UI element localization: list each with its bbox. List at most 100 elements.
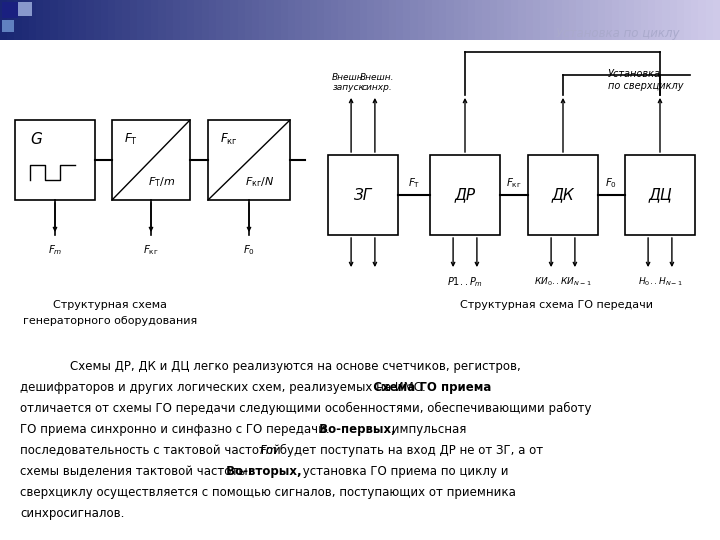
Bar <box>187 0 195 40</box>
Bar <box>454 0 462 40</box>
Bar <box>324 0 332 40</box>
Bar <box>338 0 346 40</box>
Bar <box>288 0 296 40</box>
Bar <box>526 0 534 40</box>
Bar <box>310 0 318 40</box>
Bar <box>576 0 584 40</box>
Bar <box>252 0 260 40</box>
Text: Установка
по сверхциклу: Установка по сверхциклу <box>608 69 683 91</box>
Text: последовательность с тактовой частотой: последовательность с тактовой частотой <box>20 444 284 457</box>
Bar <box>86 0 94 40</box>
Text: Структурная схема: Структурная схема <box>53 300 167 310</box>
Bar <box>112 120 190 200</box>
Bar <box>302 0 310 40</box>
Text: $F_{\rm T}$: $F_{\rm T}$ <box>124 132 138 147</box>
Text: ГО приема синхронно и синфазно с ГО передачи.: ГО приема синхронно и синфазно с ГО пере… <box>20 423 330 436</box>
Text: $F_0$: $F_0$ <box>243 243 255 257</box>
Bar <box>209 0 217 40</box>
Bar <box>691 0 699 40</box>
Bar <box>605 0 613 40</box>
Bar <box>79 0 87 40</box>
Text: $F_{\rm кг}$: $F_{\rm кг}$ <box>506 176 522 190</box>
Bar <box>634 0 642 40</box>
Text: Установка по циклу: Установка по циклу <box>557 26 680 39</box>
Bar <box>115 0 123 40</box>
Text: $F_{\rm T}$: $F_{\rm T}$ <box>408 176 420 190</box>
Text: $H_0..H_{N-1}$: $H_0..H_{N-1}$ <box>637 275 683 287</box>
Bar <box>389 0 397 40</box>
Text: ДР: ДР <box>454 187 476 202</box>
Bar <box>374 0 382 40</box>
Bar <box>29 0 37 40</box>
Bar <box>72 0 80 40</box>
Text: Внешн.
синхр.: Внешн. синхр. <box>360 72 394 92</box>
Bar <box>612 0 620 40</box>
Text: Схемы ДР, ДК и ДЦ легко реализуются на основе счетчиков, регистров,: Схемы ДР, ДК и ДЦ легко реализуются на о… <box>55 360 521 373</box>
Bar <box>295 0 303 40</box>
Bar <box>430 155 500 235</box>
Bar <box>230 0 238 40</box>
Bar <box>65 0 73 40</box>
Text: $F_{\rm кг}$: $F_{\rm кг}$ <box>220 132 238 147</box>
Bar <box>619 0 627 40</box>
Bar <box>461 0 469 40</box>
Bar <box>569 0 577 40</box>
Bar <box>698 0 706 40</box>
Text: $F_m$: $F_m$ <box>48 243 62 257</box>
Bar <box>151 0 159 40</box>
Text: генераторного оборудования: генераторного оборудования <box>23 316 197 326</box>
Bar <box>432 0 440 40</box>
Bar <box>58 0 66 40</box>
Bar <box>194 0 202 40</box>
Bar <box>482 0 490 40</box>
Bar <box>528 155 598 235</box>
Text: отличается от схемы ГО передачи следующими особенностями, обеспечивающими работу: отличается от схемы ГО передачи следующи… <box>20 402 592 415</box>
Bar <box>670 0 678 40</box>
Text: $F_{\rm T}/m$: $F_{\rm T}/m$ <box>148 175 176 189</box>
Bar <box>418 0 426 40</box>
Text: Схема ГО приема: Схема ГО приема <box>365 381 491 394</box>
Text: Структурная схема ГО передачи: Структурная схема ГО передачи <box>460 300 653 310</box>
Text: $P1..P_m$: $P1..P_m$ <box>447 275 483 289</box>
Bar <box>360 0 368 40</box>
Bar <box>590 0 598 40</box>
Bar <box>540 0 548 40</box>
Bar <box>144 0 152 40</box>
Text: ДК: ДК <box>552 187 575 202</box>
Text: Внешн.
запуск: Внешн. запуск <box>332 72 366 92</box>
Bar <box>583 0 591 40</box>
Bar <box>626 0 634 40</box>
Bar <box>518 0 526 40</box>
Bar <box>439 0 447 40</box>
Bar <box>317 0 325 40</box>
Text: Во-вторых,: Во-вторых, <box>222 465 302 478</box>
Text: $КИ_0..КИ_{N-1}$: $КИ_0..КИ_{N-1}$ <box>534 275 592 287</box>
Bar <box>137 0 145 40</box>
Bar <box>410 0 418 40</box>
Bar <box>245 0 253 40</box>
Bar <box>684 0 692 40</box>
Bar <box>43 0 51 40</box>
Bar <box>158 0 166 40</box>
Bar <box>353 0 361 40</box>
Bar <box>533 0 541 40</box>
Text: $F_{\rm кг}/N$: $F_{\rm кг}/N$ <box>246 175 274 189</box>
Bar <box>490 0 498 40</box>
Bar <box>425 0 433 40</box>
Text: $F_0$: $F_0$ <box>605 176 617 190</box>
Bar <box>108 0 116 40</box>
Text: ЗГ: ЗГ <box>354 187 372 202</box>
Bar <box>328 155 398 235</box>
Bar <box>14 0 22 40</box>
Bar <box>259 0 267 40</box>
Text: Fm: Fm <box>260 444 278 457</box>
Text: синхросигналов.: синхросигналов. <box>20 507 125 520</box>
Bar <box>403 0 411 40</box>
Bar <box>446 0 454 40</box>
Bar <box>497 0 505 40</box>
Bar <box>2 2 18 18</box>
Text: G: G <box>30 132 42 147</box>
Bar <box>346 0 354 40</box>
Bar <box>662 0 670 40</box>
Bar <box>554 0 562 40</box>
